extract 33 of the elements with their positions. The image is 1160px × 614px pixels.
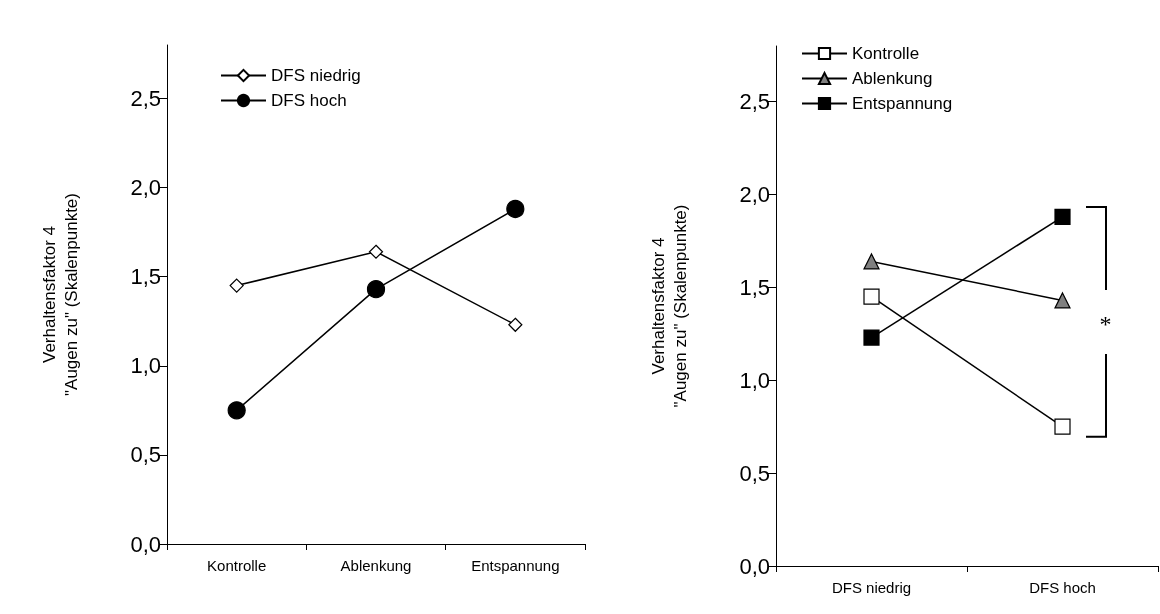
y-axis-title: Verhaltensfaktor 4 "Augen zu" (Skalenpunkte) xyxy=(39,193,81,396)
y-tick-label: 1,0 xyxy=(739,367,770,393)
legend-label: DFS niedrig xyxy=(271,66,361,85)
y-tick-label: 2,5 xyxy=(130,85,161,111)
y-tick-label: 0,0 xyxy=(739,553,770,579)
legend-label: Kontrolle xyxy=(852,44,920,63)
point xyxy=(366,280,386,299)
x-tick-label: Kontrolle xyxy=(207,557,267,574)
y-tick-label: 2,0 xyxy=(130,175,161,201)
y-tick-label: 1,5 xyxy=(739,274,770,300)
y-tick-label: 1,5 xyxy=(130,264,161,290)
point xyxy=(1054,208,1071,225)
x-tick-label: Entspannung xyxy=(471,557,560,574)
y-tick-label: 2,5 xyxy=(739,89,770,115)
point xyxy=(229,278,244,293)
point xyxy=(227,401,246,420)
legend-label: Entspannung xyxy=(852,94,953,113)
point xyxy=(368,244,384,259)
y-tick-label: 2,0 xyxy=(739,182,770,208)
y-axis-title: Verhaltensfaktor 4 "Augen zu" (Skalenpunkte) xyxy=(648,204,690,408)
annotation: * xyxy=(1099,310,1112,337)
x-tick-label: Ablenkung xyxy=(340,557,412,574)
legend-label: Ablenkung xyxy=(852,69,933,88)
y-tick-label: 0,5 xyxy=(739,460,770,486)
point xyxy=(506,199,525,219)
point xyxy=(863,288,880,305)
y-tick-label: 0,0 xyxy=(130,531,161,557)
legend-label: DFS hoch xyxy=(271,91,347,110)
point xyxy=(508,317,523,332)
y-tick-label: 0,5 xyxy=(130,442,161,468)
y-tick-label: 1,0 xyxy=(130,353,161,379)
point xyxy=(863,329,880,346)
point xyxy=(1054,418,1071,435)
